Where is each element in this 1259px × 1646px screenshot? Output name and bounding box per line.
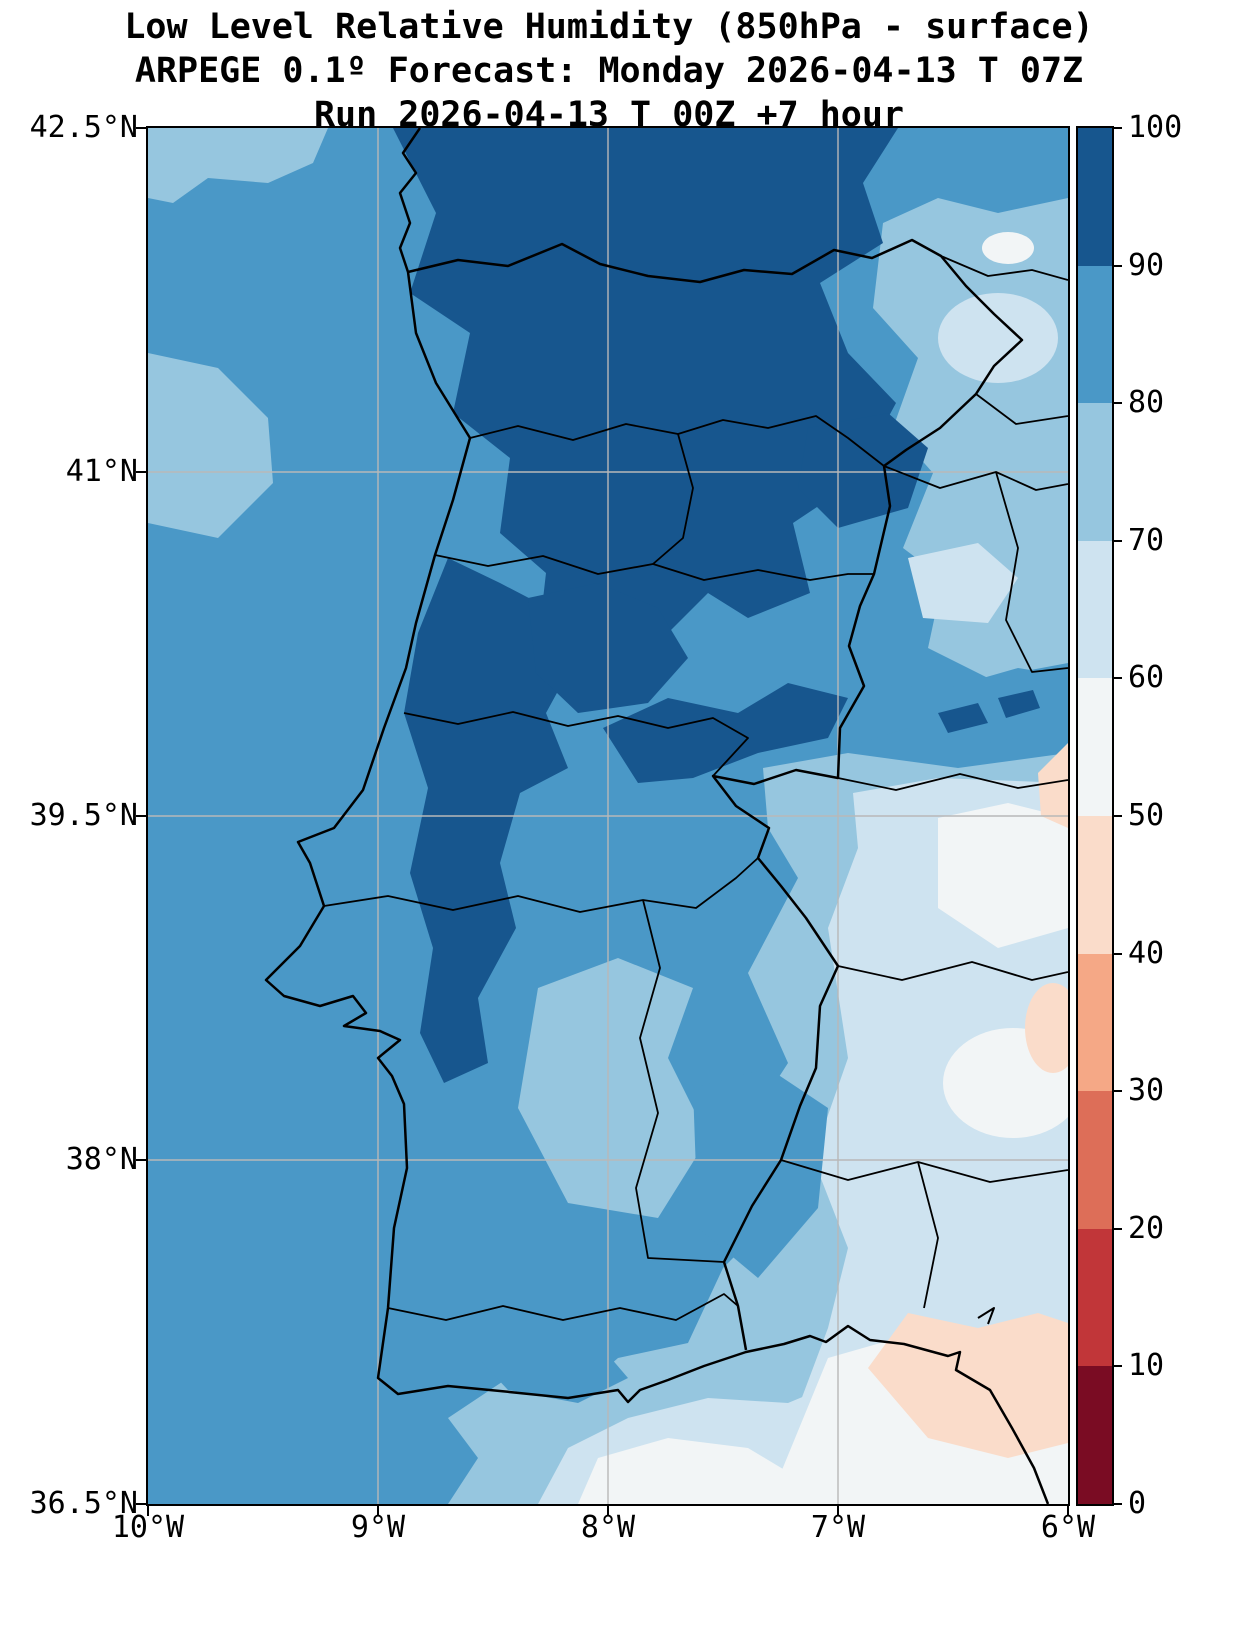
colorbar-segment-10-20 [1078, 1228, 1112, 1367]
y-tick-41n: 41°N [65, 454, 138, 489]
colorbar [1076, 126, 1114, 1506]
y-tick-36-5n: 36.5°N [29, 1486, 138, 1521]
coastline-borders [264, 128, 1068, 1504]
humidity-contour-map [148, 128, 1068, 1504]
cb-tick-100: 100 [1128, 110, 1183, 145]
x-tick-10w: 10°W [111, 1510, 185, 1545]
coastline [264, 128, 1050, 1504]
chart-title: Low Level Relative Humidity (850hPa - su… [124, 7, 1094, 47]
district-borders [323, 255, 1068, 1321]
chart-subtitle: ARPEGE 0.1º Forecast: Monday 2026-04-13 … [134, 51, 1084, 91]
colorbar-segment-90-100 [1078, 128, 1112, 266]
cb-tick-10: 10 [1128, 1348, 1165, 1383]
coastline-detail [977, 1307, 995, 1325]
colorbar-segment-80-90 [1078, 265, 1112, 404]
map-plot-area [146, 126, 1070, 1506]
graticule [148, 128, 1068, 1504]
x-tick-9w: 9°W [350, 1510, 406, 1545]
cb-tick-80: 80 [1128, 385, 1165, 420]
cb-tick-70: 70 [1128, 523, 1165, 558]
cb-tick-40: 40 [1128, 936, 1165, 971]
cb-tick-20: 20 [1128, 1211, 1165, 1246]
colorbar-segment-50-60 [1078, 678, 1112, 816]
colorbar-segment-40-50 [1078, 815, 1112, 954]
y-tick-39-5n: 39.5°N [29, 798, 138, 833]
cb-tick-0: 0 [1128, 1486, 1147, 1521]
cb-tick-60: 60 [1128, 660, 1165, 695]
colorbar-segment-0-10 [1078, 1366, 1112, 1504]
cb-tick-30: 30 [1128, 1073, 1165, 1108]
x-tick-6w: 6°W [1040, 1510, 1096, 1545]
colorbar-segment-30-40 [1078, 953, 1112, 1092]
cb-tick-90: 90 [1128, 248, 1165, 283]
x-tick-7w: 7°W [810, 1510, 866, 1545]
y-tick-38n: 38°N [65, 1142, 138, 1177]
x-tick-8w: 8°W [580, 1510, 636, 1545]
colorbar-segment-70-80 [1078, 403, 1112, 541]
y-tick-42-5n: 42.5°N [29, 110, 138, 145]
cb-tick-50: 50 [1128, 798, 1165, 833]
colorbar-segment-60-70 [1078, 540, 1112, 679]
colorbar-segment-20-30 [1078, 1091, 1112, 1229]
